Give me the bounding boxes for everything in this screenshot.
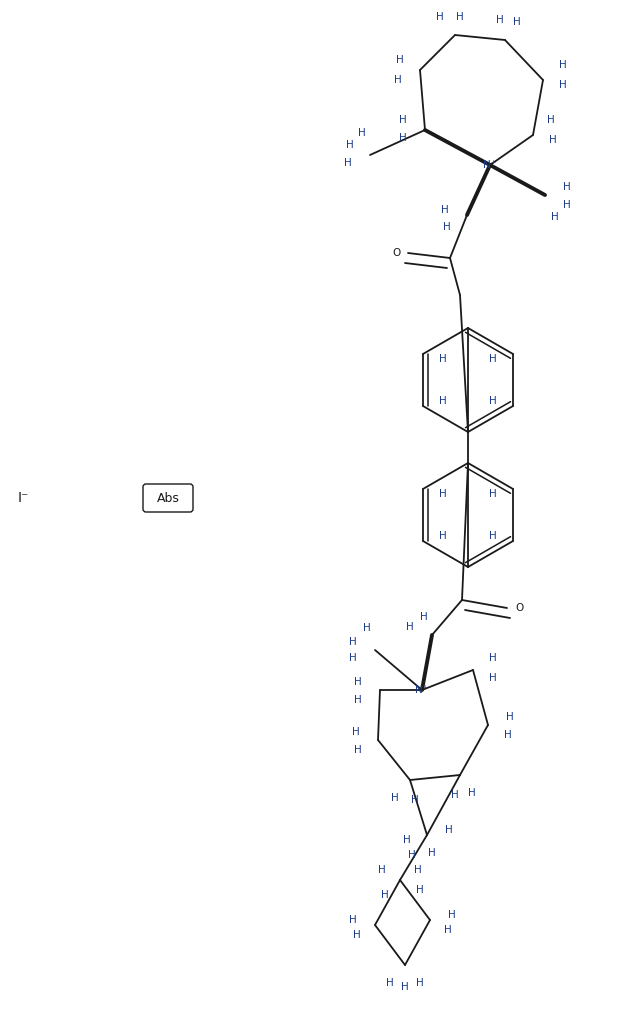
Text: H: H (346, 140, 354, 150)
Text: H: H (353, 930, 361, 940)
Text: H: H (354, 745, 362, 755)
Text: H: H (401, 982, 409, 992)
Text: H: H (349, 915, 357, 925)
Text: H: H (504, 730, 512, 740)
Text: H: H (403, 835, 411, 845)
Text: H: H (408, 850, 416, 860)
Text: H: H (563, 182, 571, 192)
Text: H: H (551, 212, 559, 222)
Text: H: H (489, 653, 497, 663)
Text: H: H (411, 795, 419, 805)
Text: H: H (428, 848, 436, 858)
Text: H: H (448, 910, 456, 920)
Text: H: H (349, 637, 357, 647)
Text: H: H (513, 17, 521, 27)
Text: H: H (489, 489, 497, 499)
Text: H: H (416, 977, 424, 988)
Text: H: H (445, 825, 453, 835)
Text: N⁺: N⁺ (415, 685, 429, 695)
Text: H: H (439, 396, 447, 406)
Text: H: H (406, 622, 414, 632)
Text: H: H (420, 612, 428, 622)
Text: N⁺: N⁺ (483, 160, 497, 170)
Text: H: H (354, 677, 362, 687)
Text: H: H (559, 60, 567, 70)
Text: H: H (559, 80, 567, 90)
Text: H: H (352, 727, 360, 737)
Text: H: H (399, 133, 407, 143)
Text: H: H (506, 712, 514, 722)
Text: H: H (439, 354, 447, 364)
Text: H: H (394, 75, 402, 85)
Text: H: H (489, 354, 497, 364)
FancyBboxPatch shape (143, 484, 193, 512)
Text: H: H (378, 865, 386, 875)
Text: H: H (399, 115, 407, 125)
Text: H: H (547, 115, 555, 125)
Text: H: H (358, 128, 366, 138)
Text: O: O (515, 603, 523, 613)
Text: H: H (381, 890, 389, 900)
Text: H: H (391, 793, 399, 803)
Text: I⁻: I⁻ (18, 491, 29, 505)
Text: H: H (456, 12, 464, 22)
Text: H: H (414, 865, 422, 875)
Text: H: H (396, 55, 404, 65)
Text: H: H (489, 396, 497, 406)
Text: H: H (344, 158, 352, 168)
Text: H: H (451, 790, 459, 800)
Text: H: H (436, 12, 444, 22)
Text: H: H (468, 788, 476, 798)
Text: H: H (386, 977, 394, 988)
Text: H: H (416, 885, 424, 895)
Text: H: H (489, 531, 497, 541)
Text: H: H (443, 222, 451, 232)
Text: O: O (392, 248, 400, 258)
Text: H: H (489, 673, 497, 683)
Text: H: H (496, 15, 504, 25)
Text: H: H (439, 531, 447, 541)
Text: H: H (439, 489, 447, 499)
Text: H: H (349, 653, 357, 663)
Text: H: H (363, 623, 371, 633)
Text: Abs: Abs (157, 492, 179, 505)
Text: H: H (444, 925, 452, 935)
Text: H: H (441, 205, 449, 215)
Text: H: H (549, 135, 557, 145)
Text: H: H (563, 200, 571, 210)
Text: H: H (354, 695, 362, 705)
